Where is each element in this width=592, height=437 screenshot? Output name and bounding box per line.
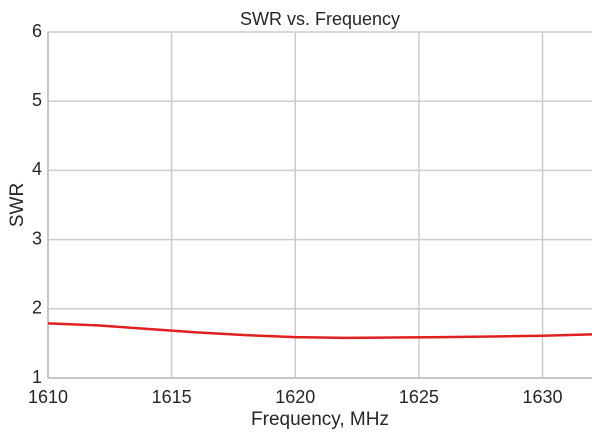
y-axis-label: SWR (7, 183, 28, 227)
x-tick-label: 1615 (152, 387, 192, 407)
line-series (47, 322, 592, 340)
y-tick-label: 5 (32, 90, 42, 110)
y-tick-label: 6 (32, 21, 42, 41)
x-tick-label: 1620 (275, 387, 315, 407)
chart-title: SWR vs. Frequency (240, 9, 400, 29)
y-tick-label: 4 (32, 159, 42, 179)
y-tick-label: 2 (32, 298, 42, 318)
x-tick-label: 1630 (523, 387, 563, 407)
x-axis-label: Frequency, MHz (251, 409, 389, 430)
y-tick-label: 1 (32, 367, 42, 387)
x-tick-label: 1610 (28, 387, 68, 407)
x-tick-label: 1625 (399, 387, 439, 407)
y-tick-label: 3 (32, 228, 42, 248)
